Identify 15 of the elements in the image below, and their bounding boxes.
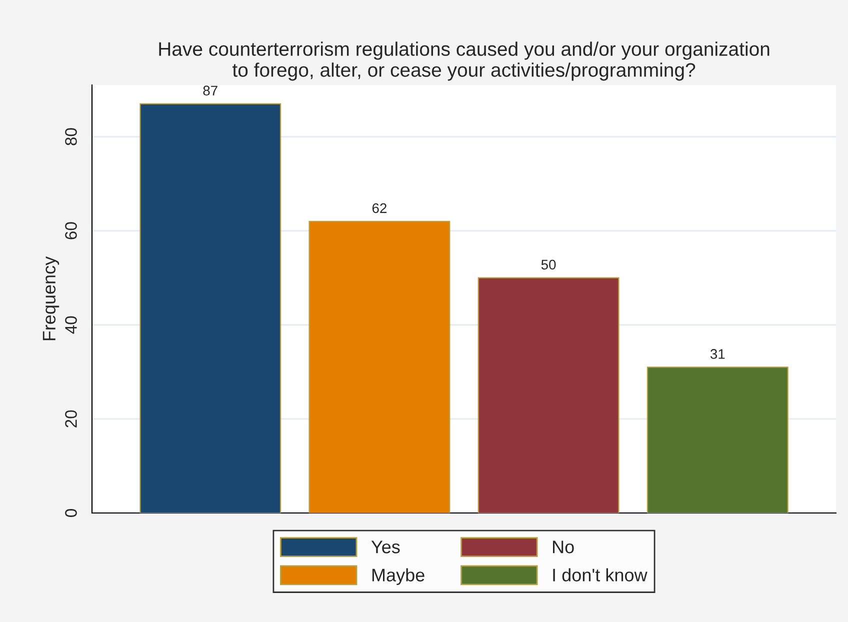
y-axis-title: Frequency [42,256,60,340]
legend-label: Maybe [372,568,424,586]
legend-label: Yes [371,540,400,554]
data-label: 87 [203,86,218,96]
legend-label: No [553,540,574,554]
data-label: 31 [710,349,725,359]
y-tick-label: 0 [65,509,77,517]
data-label: 62 [372,203,386,214]
data-label: 50 [541,260,556,270]
legend-label: I don't know [553,568,648,582]
y-tick-label: 20 [65,410,77,428]
y-tick-label: 40 [65,316,77,334]
y-tick-label: 80 [65,128,77,146]
y-tick-label: 60 [65,222,77,240]
chart-title: Have counterterrorism regulations caused you and/or your organization to forego, alter, or cease your activities/programming? [159,42,770,81]
